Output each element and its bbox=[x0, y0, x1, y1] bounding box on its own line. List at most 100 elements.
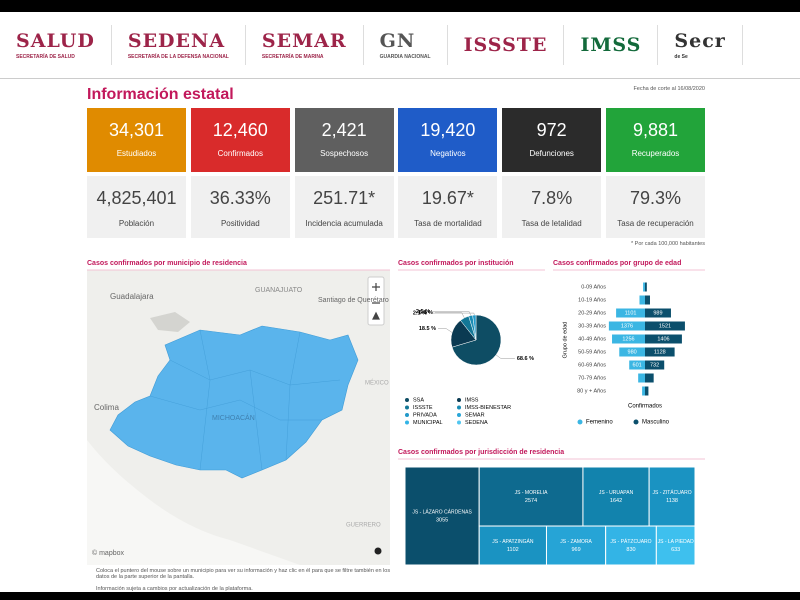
dashboard: SALUD SECRETARÍA DE SALUD SEDENA SECRETARÍA… bbox=[0, 12, 800, 592]
cell-name: JS - APATZINGÁN bbox=[492, 538, 534, 545]
stat-label: Positividad bbox=[220, 219, 260, 228]
map-attribution: © mapbox bbox=[92, 549, 125, 557]
treemap-cell bbox=[582, 466, 650, 527]
slice-label: 5.8 % bbox=[419, 310, 433, 316]
cell-value: 969 bbox=[571, 547, 580, 553]
leader-line bbox=[495, 354, 515, 359]
stat-label: Tasa de recuperación bbox=[617, 219, 694, 228]
cell-value: 2574 bbox=[525, 498, 537, 504]
cell-name: JS - URUAPAN bbox=[599, 490, 634, 496]
bar-label: 1521 bbox=[659, 323, 671, 329]
cell-value: 830 bbox=[626, 547, 635, 553]
legend-swatch bbox=[577, 419, 583, 425]
legend-swatch bbox=[457, 398, 461, 402]
age-label: 30-39 Años bbox=[578, 323, 606, 329]
age-bar bbox=[643, 282, 645, 292]
x-axis-label: Confirmados bbox=[628, 404, 662, 410]
stat-card: 7.8% Tasa de letalidad bbox=[502, 176, 602, 238]
legend-swatch bbox=[405, 413, 409, 417]
treemap-cell bbox=[478, 466, 584, 527]
stat-card: 251.71* Incidencia acumulada bbox=[294, 176, 394, 238]
cutoff-date: Fecha de corte al 16/08/2020 bbox=[633, 86, 705, 92]
bar-label: 989 bbox=[653, 310, 662, 316]
age-bar bbox=[639, 295, 645, 305]
legend-swatch bbox=[457, 413, 461, 417]
zoom-icons bbox=[372, 283, 380, 320]
logo-subtitle: SECRETARÍA DE LA DEFENSA NACIONAL bbox=[127, 54, 229, 60]
logo: SEMAR SECRETARÍA DE MARINA bbox=[246, 25, 364, 65]
legend-swatch bbox=[633, 419, 639, 425]
logo-title: Secr bbox=[674, 30, 726, 52]
cell-value: 633 bbox=[671, 547, 680, 553]
slice-label: 68.6 % bbox=[517, 356, 534, 362]
pie-slice bbox=[451, 314, 502, 366]
indicator-card: 19,420 Negativos bbox=[398, 108, 498, 172]
header: SALUD SECRETARÍA DE SALUD SEDENA SECRETARÍA… bbox=[0, 12, 800, 79]
age-bar bbox=[638, 373, 645, 383]
stat-value: 36.33% bbox=[209, 188, 271, 208]
stat-value: 19.67* bbox=[421, 188, 474, 208]
logo-title: GN bbox=[379, 30, 416, 52]
map-label: Santiago de Querétaro bbox=[318, 297, 389, 304]
cell-value: 3055 bbox=[436, 517, 448, 523]
leader-line bbox=[429, 312, 475, 316]
page-title: Información estatal bbox=[87, 86, 234, 103]
treemap-cell bbox=[404, 466, 480, 566]
bar-label: 732 bbox=[650, 362, 659, 368]
bar-label: 601 bbox=[633, 362, 642, 368]
pie-slice bbox=[472, 314, 477, 341]
stat-card: 19.67* Tasa de mortalidad bbox=[398, 176, 498, 238]
logo: SALUD SECRETARÍA DE SALUD bbox=[0, 25, 112, 65]
info-icon[interactable] bbox=[374, 547, 382, 555]
bar-label: 1128 bbox=[654, 349, 666, 355]
legend-swatch bbox=[457, 405, 461, 410]
logo: Secr de Se bbox=[658, 25, 743, 65]
map-label: GUERRERO bbox=[346, 523, 381, 529]
logo-title: IMSS bbox=[580, 34, 642, 56]
age-label: 60-69 Años bbox=[578, 362, 606, 368]
age-label: 10-19 Años bbox=[578, 297, 606, 303]
logo: GN GUARDIA NACIONAL bbox=[364, 25, 448, 65]
lake bbox=[150, 312, 190, 332]
map-label: GUANAJUATO bbox=[255, 287, 303, 294]
treemap-cell bbox=[605, 525, 657, 566]
y-axis-label: Grupo de edad bbox=[562, 322, 568, 359]
stat-value: 251.71* bbox=[313, 188, 376, 208]
stat-value: 7.8% bbox=[531, 188, 573, 208]
slice-label: 18.5 % bbox=[419, 326, 436, 332]
stat-label: Población bbox=[118, 219, 155, 228]
map-label: MICHOACÁN bbox=[212, 413, 255, 422]
card-label: Negativos bbox=[430, 149, 466, 158]
stat-value: 4,825,401 bbox=[96, 188, 177, 208]
age-bar bbox=[619, 347, 645, 357]
logo-title: ISSSTE bbox=[463, 34, 548, 56]
map-note: Coloca el puntero del mouse sobre un mun… bbox=[96, 568, 391, 580]
card-value: 34,301 bbox=[108, 120, 165, 140]
footnote: * Por cada 100,000 habitantes bbox=[630, 241, 705, 247]
indicator-card: 2,421 Sospechosos bbox=[294, 108, 394, 172]
age-bar bbox=[629, 360, 645, 370]
legend-label: IMSS-BIENESTAR bbox=[465, 405, 511, 411]
card-value: 12,460 bbox=[212, 120, 268, 140]
legend-label: Masculino bbox=[642, 420, 670, 426]
age-bar bbox=[645, 321, 685, 331]
legend-label: ISSSTE bbox=[413, 405, 433, 411]
map-label: Guadalajara bbox=[110, 292, 154, 301]
map-label: Colima bbox=[94, 403, 119, 412]
card-label: Recuperados bbox=[631, 149, 680, 158]
cell-name: JS - LA PIEDAD bbox=[658, 539, 695, 545]
age-bar bbox=[645, 282, 647, 292]
zoom-controls[interactable] bbox=[367, 276, 385, 326]
bar-label: 1376 bbox=[621, 323, 633, 329]
stat-card: 79.3% Tasa de recuperación bbox=[606, 176, 705, 238]
age-label: 40-49 Años bbox=[578, 336, 606, 342]
age-label: 0-09 Años bbox=[581, 284, 606, 290]
legend-swatch bbox=[405, 405, 409, 410]
legend-label: PRIVADA bbox=[413, 412, 437, 418]
age-label: 20-29 Años bbox=[578, 310, 606, 316]
card-value: 19,420 bbox=[420, 120, 476, 140]
logo-subtitle: SECRETARÍA DE SALUD bbox=[16, 54, 75, 60]
legend-label: SSA bbox=[413, 397, 424, 403]
age-bar bbox=[642, 386, 645, 396]
section-title: Casos confirmados por institución bbox=[398, 260, 514, 267]
